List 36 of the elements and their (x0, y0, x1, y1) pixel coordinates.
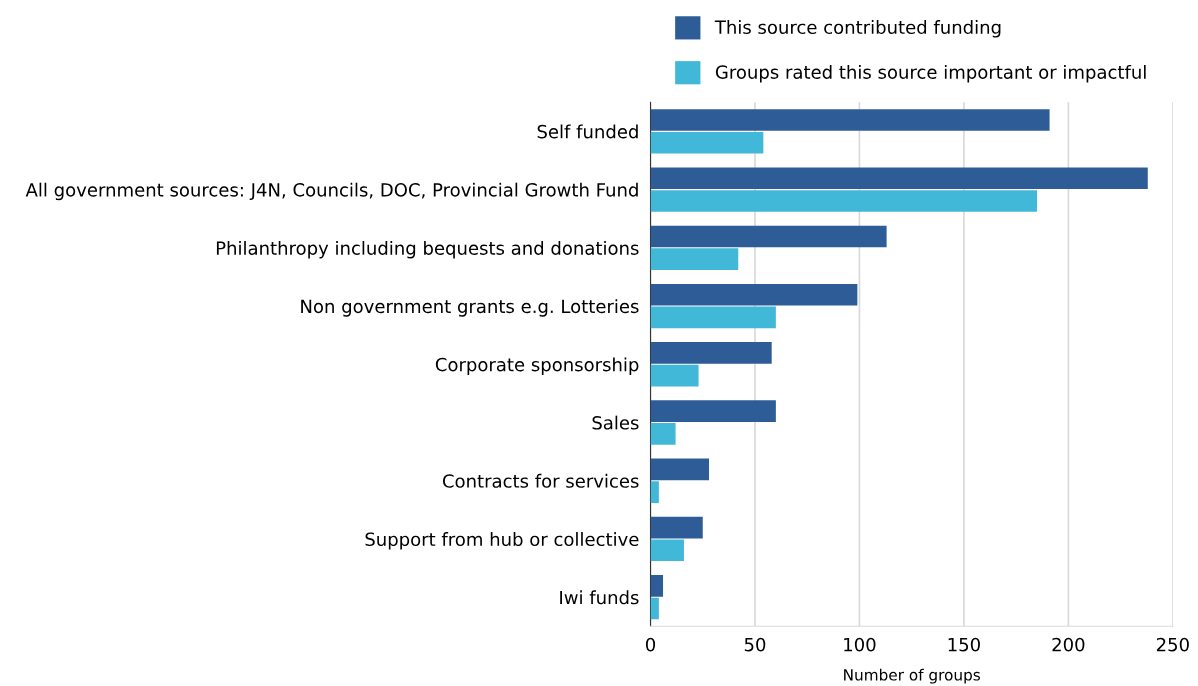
y-tick-label: Corporate sponsorship (435, 357, 639, 375)
bar (650, 458, 710, 481)
x-tick-label: 150 (948, 637, 980, 652)
y-tick-label: Sales (592, 415, 639, 430)
y-tick-label: Non government grants e.g. Lotteries (301, 299, 639, 317)
bar (650, 109, 1050, 131)
bar (650, 190, 1038, 212)
x-tick-label: 250 (1156, 637, 1189, 652)
y-tick-label: Support from hub or collective (365, 532, 639, 550)
bar (650, 539, 684, 562)
x-tick-label: 200 (1052, 637, 1085, 652)
x-tick-label: 50 (744, 637, 766, 652)
legend-label: Groups rated this source important or impactful (715, 64, 1146, 83)
bar (650, 364, 699, 387)
x-axis-title: Number of groups (844, 668, 980, 684)
bar (650, 283, 858, 306)
bar (650, 597, 659, 620)
bar (650, 423, 676, 445)
x-tick-label: 0 (645, 637, 656, 652)
bar (650, 131, 764, 154)
bar (650, 481, 659, 503)
bar (650, 225, 887, 248)
bar (650, 167, 1148, 189)
y-tick-label: Philanthropy including bequests and donations (216, 240, 639, 259)
legend-label: This source contributed funding (714, 20, 1001, 38)
y-tick-label: Iwi funds (560, 590, 639, 605)
bar (650, 306, 776, 329)
bar (650, 516, 703, 539)
y-tick-label: Contracts for services (442, 473, 639, 488)
x-tick-label: 100 (844, 637, 876, 652)
bar (650, 248, 739, 270)
y-tick-label: Self funded (537, 124, 638, 139)
bar (650, 400, 776, 422)
bar (650, 575, 664, 597)
bar (650, 342, 772, 364)
y-tick-label: All government sources: J4N, Councils, DOC, Provincial Growth Fund (25, 182, 638, 201)
